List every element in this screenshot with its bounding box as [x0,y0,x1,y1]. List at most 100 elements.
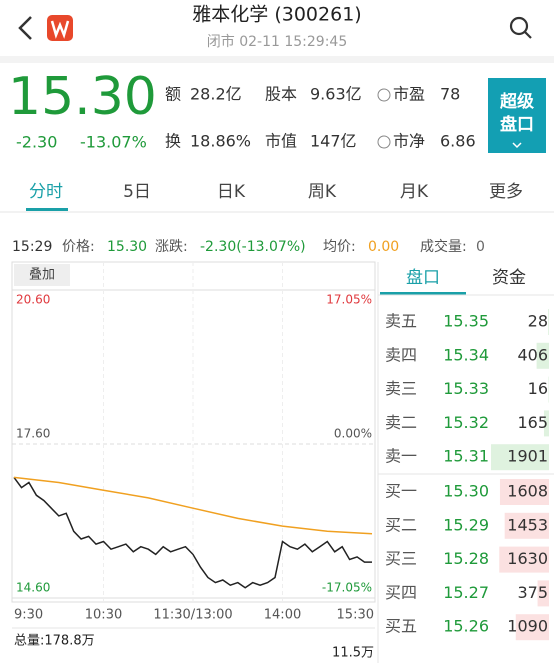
info-icon[interactable] [377,135,391,149]
depth-price: 15.29 [443,515,489,534]
period-tab[interactable]: 日K [217,182,246,202]
button-label: 盘口 [500,114,534,135]
depth-price: 15.33 [443,379,489,398]
y2-tick-label: -17.05% [322,581,372,595]
volume-bar [536,342,549,369]
depth-side: 卖五 [385,312,417,331]
stat-label: 额 [165,85,181,104]
depth-price: 15.27 [443,583,489,602]
search-button[interactable] [509,16,532,39]
depth-side: 卖三 [385,379,417,398]
x-tick-label: 9:30 [14,608,43,623]
depth-volume: 1608 [507,482,548,501]
info-time: 15:29 [12,239,52,255]
period-tab[interactable]: 更多 [489,182,523,202]
price-change: -2.30 [16,133,57,152]
depth-side: 买二 [385,515,417,534]
depth-side: 买一 [385,482,417,501]
depth-side: 买三 [385,549,417,568]
volume-bar [499,479,549,505]
info-label: 均价: [323,239,356,255]
depth-price: 15.35 [443,312,489,331]
depth-tab[interactable]: 盘口 [406,268,440,288]
stat-label: 市净 [393,132,425,151]
stat-label: 市盈 [393,85,425,104]
volume-bar [548,309,549,335]
chevron [512,142,522,149]
depth-price: 15.28 [443,549,489,568]
info-icon[interactable] [377,88,391,102]
stat-label: 市值 [265,132,297,151]
info-value: -2.30(-13.07%) [200,239,306,255]
info-label: 价格: [62,239,95,255]
stat-value: 9.63亿 [310,85,362,104]
stat-value: 6.86 [440,132,476,151]
x-tick-label: 14:00 [264,608,301,623]
volume-bar [504,512,549,539]
volume-bar [537,580,549,607]
y-tick-label: 20.60 [16,293,50,307]
depth-price: 15.34 [443,345,489,364]
price-line [13,476,373,535]
y2-tick-label: 0.00% [334,427,372,441]
app-logo-mark [50,20,70,39]
x-tick-label: 15:30 [337,608,374,623]
stat-value: 18.86% [190,132,251,151]
market-status: 闭市 02-11 15:29:45 [207,33,347,50]
depth-volume: 1630 [507,549,548,568]
info-value: 0 [476,239,485,255]
depth-side: 卖二 [385,413,417,432]
total-volume: 总量:178.8万 [14,634,95,649]
volume-bar [491,444,549,471]
search-icon [524,31,532,39]
divider [0,56,554,63]
search-icon [509,16,529,36]
button-label: 超级 [500,91,534,112]
depth-volume: 406 [517,345,548,364]
stat-value: 147亿 [310,132,357,151]
depth-side: 买五 [385,617,417,636]
stat-value: 78 [440,85,460,104]
y2-tick-label: 17.05% [326,293,372,307]
overlay-button-label: 叠加 [29,268,55,283]
price-change-pct: -13.07% [80,133,147,152]
button-bg [488,78,546,153]
stat-value: 28.2亿 [190,85,242,104]
depth-volume: 1090 [507,617,548,636]
y-tick-label: 17.60 [16,427,50,441]
tab-indicator [380,292,466,295]
depth-tab[interactable]: 资金 [492,268,526,288]
depth-side: 卖四 [385,345,417,364]
depth-price: 15.31 [443,447,489,466]
super-depth-button[interactable]: 超级 盘口 [488,78,546,153]
depth-volume: 1901 [507,447,548,466]
period-tab[interactable]: 5日 [123,182,151,202]
depth-price: 15.30 [443,482,489,501]
price-line [13,476,372,589]
stat-label: 股本 [265,85,297,104]
period-tab[interactable]: 分时 [29,182,63,202]
info-label: 成交量: [420,238,467,255]
overlay-button[interactable] [14,264,70,286]
depth-volume: 375 [517,583,548,602]
depth-volume: 28 [528,312,548,331]
depth-side: 买四 [385,583,417,602]
depth-price: 15.26 [443,617,489,636]
period-tab[interactable]: 月K [400,182,429,202]
depth-side: 卖一 [385,447,417,466]
depth-volume: 16 [528,379,548,398]
depth-volume: 165 [517,413,548,432]
y-tick-label: 14.60 [16,581,50,595]
volume-bar [515,614,549,641]
period-tab[interactable]: 周K [308,182,337,202]
info-value: 15.30 [107,239,147,255]
x-tick-label: 10:30 [85,608,122,623]
stat-label: 换 [165,132,181,151]
last-price: 15.30 [8,67,157,127]
x-tick-label: 11:30/13:00 [153,608,232,623]
info-label: 涨跌: [155,239,188,255]
back-button[interactable] [18,16,32,40]
tab-indicator [26,208,68,211]
